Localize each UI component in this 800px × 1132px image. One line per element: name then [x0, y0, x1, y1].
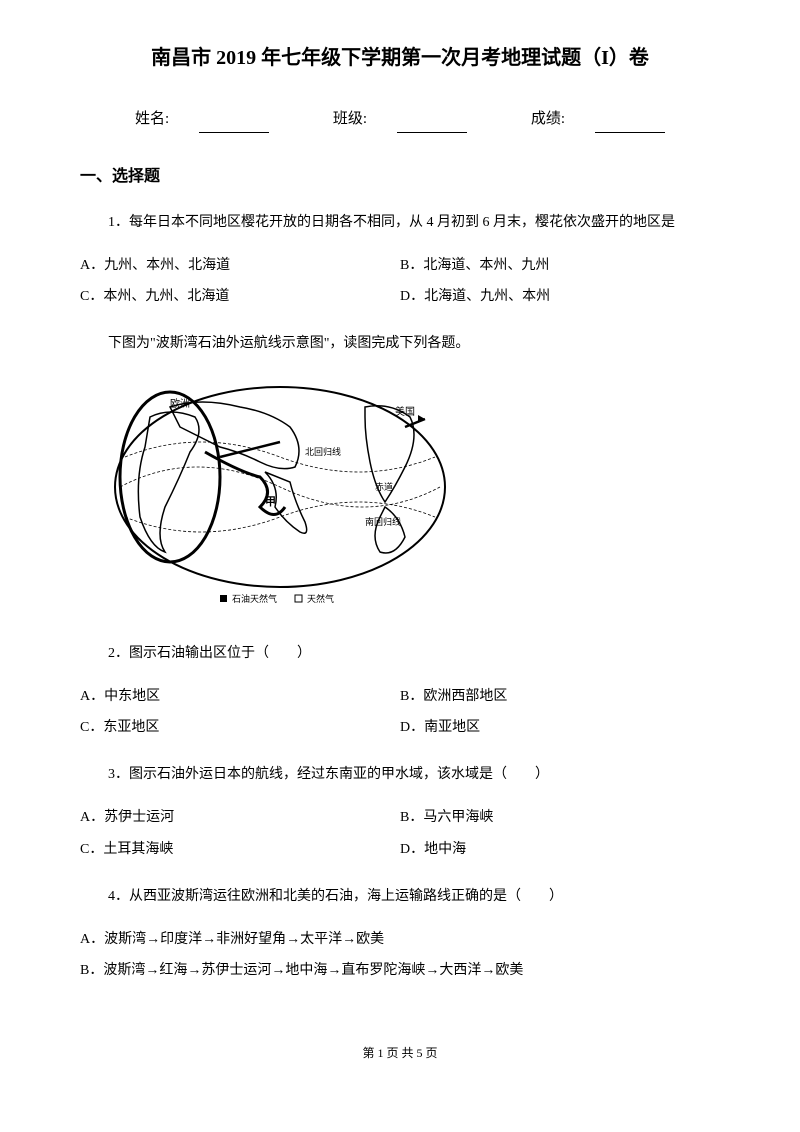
context-text: 下图为"波斯湾石油外运航线示意图"，读图完成下列各题。 [80, 331, 720, 356]
q1-opt-c: C．本州、九州、北海道 [80, 284, 400, 309]
map-label-usa: 美国 [395, 405, 415, 418]
q4-options: A．波斯湾→印度洋→非洲好望角→太平洋→欧美 B．波斯湾→红海→苏伊士运河→地中… [80, 927, 720, 983]
q1-opt-d: D．北海道、九州、本州 [400, 284, 720, 309]
q1-options: A．九州、本州、北海道 B．北海道、本州、九州 C．本州、九州、北海道 D．北海… [80, 253, 720, 309]
question-3: 3．图示石油外运日本的航线，经过东南亚的甲水域，该水域是（ ） [80, 762, 720, 787]
map-label-jia: 甲 [265, 495, 276, 508]
map-label-europe: 欧洲 [170, 398, 190, 410]
q3-options: A．苏伊士运河 B．马六甲海峡 C．土耳其海峡 D．地中海 [80, 805, 720, 861]
page-footer: 第 1 页 共 5 页 [80, 1043, 720, 1065]
q3-opt-a: A．苏伊士运河 [80, 805, 400, 830]
q2-opt-b: B．欧洲西部地区 [400, 684, 720, 709]
q3-opt-b: B．马六甲海峡 [400, 805, 720, 830]
q2-options: A．中东地区 B．欧洲西部地区 C．东亚地区 D．南亚地区 [80, 684, 720, 740]
legend-gas: 天然气 [307, 593, 334, 604]
q3-opt-c: C．土耳其海峡 [80, 837, 400, 862]
question-2: 2．图示石油输出区位于（ ） [80, 641, 720, 666]
class-blank[interactable] [397, 115, 467, 133]
score-blank[interactable] [595, 115, 665, 133]
score-label: 成绩: [516, 111, 680, 127]
q1-opt-b: B．北海道、本州、九州 [400, 253, 720, 278]
world-map-svg: 欧洲 美国 北回归线 赤道 南回归线 甲 石油天然气 天然气 [110, 377, 450, 607]
q4-opt-b: B．波斯湾→红海→苏伊士运河→地中海→直布罗陀海峡→大西洋→欧美 [80, 958, 720, 983]
map-label-equator: 赤道 [375, 481, 393, 492]
class-label: 班级: [318, 111, 482, 127]
q2-opt-d: D．南亚地区 [400, 715, 720, 740]
question-1: 1．每年日本不同地区樱花开放的日期各不相同，从 4 月初到 6 月末，樱花依次盛… [80, 210, 720, 235]
q4-opt-a: A．波斯湾→印度洋→非洲好望角→太平洋→欧美 [80, 927, 720, 952]
section-title: 一、选择题 [80, 163, 720, 192]
name-blank[interactable] [199, 115, 269, 133]
name-label: 姓名: [120, 111, 284, 127]
q3-opt-d: D．地中海 [400, 837, 720, 862]
q2-opt-c: C．东亚地区 [80, 715, 400, 740]
map-label-tropic-s: 南回归线 [365, 516, 401, 527]
student-info: 姓名: 班级: 成绩: [80, 106, 720, 133]
q2-opt-a: A．中东地区 [80, 684, 400, 709]
question-4: 4．从西亚波斯湾运往欧洲和北美的石油，海上运输路线正确的是（ ） [80, 884, 720, 909]
map-image: 欧洲 美国 北回归线 赤道 南回归线 甲 石油天然气 天然气 [110, 377, 720, 616]
q1-opt-a: A．九州、本州、北海道 [80, 253, 400, 278]
map-label-tropic: 北回归线 [305, 446, 341, 457]
legend-oil: 石油天然气 [232, 593, 277, 604]
page-title: 南昌市 2019 年七年级下学期第一次月考地理试题（I）卷 [80, 40, 720, 76]
